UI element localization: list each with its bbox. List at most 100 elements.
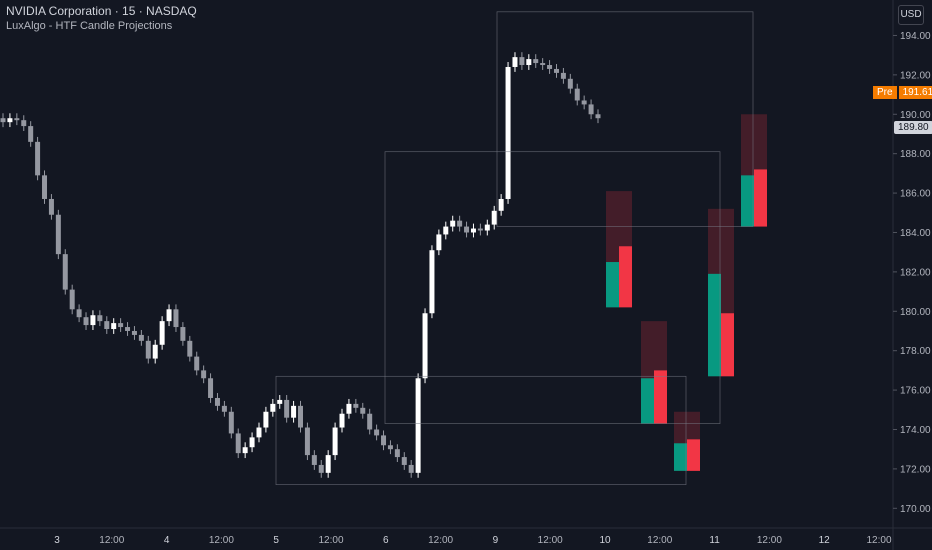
price-candle-70 — [484, 224, 490, 231]
price-candle-52 — [360, 407, 366, 414]
price-candle-55 — [381, 435, 387, 446]
price-candle-79 — [547, 65, 553, 69]
price-candle-18 — [125, 327, 131, 331]
price-candle-23 — [159, 321, 165, 345]
chart-title: NVIDIA Corporation · 15 · NASDAQ — [6, 4, 197, 18]
price-candle-69 — [477, 228, 483, 231]
price-candle-61 — [422, 313, 428, 379]
y-tick-label-6: 182.00 — [900, 267, 931, 278]
premarket-label: Pre — [873, 86, 897, 99]
price-candle-31 — [214, 397, 220, 406]
price-candle-45 — [311, 455, 317, 465]
price-candle-65 — [450, 220, 456, 227]
price-candle-75 — [519, 57, 525, 66]
price-candle-25 — [173, 309, 179, 328]
price-candle-72 — [498, 198, 504, 211]
price-candle-62 — [429, 250, 435, 314]
price-candle-50 — [346, 403, 352, 414]
price-candle-85 — [588, 104, 594, 115]
price-candle-78 — [540, 63, 546, 66]
x-tick-label-9: 12:00 — [538, 535, 563, 546]
price-candle-19 — [131, 330, 137, 335]
x-tick-label-12: 11 — [709, 535, 720, 546]
price-candle-44 — [304, 427, 310, 456]
price-candle-21 — [145, 340, 151, 359]
y-tick-label-7: 184.00 — [900, 228, 931, 239]
htf-range-box-0 — [496, 11, 754, 227]
htf-bear-projection-0 — [619, 246, 632, 308]
y-tick-label-10: 190.00 — [900, 110, 931, 121]
price-candle-24 — [166, 309, 172, 322]
y-tick-label-1: 172.00 — [900, 464, 931, 475]
htf-bull-projection-0 — [606, 262, 619, 308]
x-tick-label-13: 12:00 — [757, 535, 782, 546]
y-tick-label-5: 180.00 — [900, 307, 931, 318]
price-candle-20 — [138, 334, 144, 341]
htf-bull-projection-3 — [708, 273, 721, 377]
x-tick-label-6: 6 — [383, 535, 389, 546]
x-tick-label-10: 10 — [599, 535, 611, 546]
price-candle-4 — [28, 126, 34, 142]
price-candle-34 — [235, 433, 241, 454]
last-price-tag: 189.80 — [894, 121, 932, 134]
price-candle-77 — [533, 59, 539, 64]
price-candle-54 — [374, 429, 380, 436]
price-candle-48 — [332, 427, 338, 456]
price-candle-76 — [526, 59, 532, 66]
price-candle-28 — [194, 356, 200, 371]
price-candle-38 — [263, 411, 269, 428]
htf-range-box-1 — [275, 375, 687, 486]
price-candle-46 — [318, 464, 324, 473]
price-candle-81 — [560, 72, 566, 79]
premarket-value: 191.61 — [898, 86, 932, 99]
price-candle-1 — [7, 118, 13, 123]
price-candle-29 — [201, 370, 207, 379]
price-candle-63 — [436, 234, 442, 251]
x-tick-label-4: 5 — [273, 535, 279, 546]
price-candle-30 — [208, 378, 214, 398]
htf-bear-projection-3 — [721, 313, 734, 377]
price-candle-26 — [180, 327, 186, 341]
price-candle-84 — [581, 100, 587, 105]
price-candle-22 — [152, 344, 158, 359]
price-candle-68 — [470, 228, 476, 233]
x-tick-label-5: 12:00 — [318, 535, 343, 546]
x-tick-label-7: 12:00 — [428, 535, 453, 546]
htf-range-box-2 — [384, 151, 721, 424]
y-tick-label-4: 178.00 — [900, 346, 931, 357]
price-candle-57 — [394, 449, 400, 458]
x-tick-label-3: 12:00 — [209, 535, 234, 546]
x-tick-label-1: 12:00 — [99, 535, 124, 546]
price-candle-9 — [62, 254, 68, 290]
price-candle-8 — [55, 214, 61, 255]
price-candle-2 — [14, 118, 20, 121]
currency-button[interactable]: USD — [898, 5, 924, 25]
price-candle-10 — [69, 289, 75, 310]
x-tick-label-0: 3 — [54, 535, 60, 546]
price-candle-56 — [387, 445, 393, 450]
price-candle-47 — [325, 455, 331, 473]
y-tick-label-11: 192.00 — [900, 70, 931, 81]
price-candle-37 — [256, 427, 262, 438]
htf-bear-projection-1 — [654, 370, 667, 424]
price-candle-35 — [242, 447, 248, 454]
price-candle-67 — [464, 226, 470, 233]
price-candle-32 — [221, 405, 227, 412]
price-candle-64 — [443, 226, 449, 235]
price-candle-59 — [408, 464, 414, 473]
htf-bull-projection-2 — [674, 443, 687, 471]
y-tick-label-8: 186.00 — [900, 189, 931, 200]
price-candle-13 — [90, 315, 96, 326]
price-candle-27 — [187, 340, 193, 357]
price-candle-5 — [35, 141, 41, 176]
price-candle-14 — [97, 315, 103, 322]
price-candle-71 — [491, 210, 497, 225]
price-candle-36 — [249, 437, 255, 448]
price-candle-80 — [553, 68, 559, 73]
price-candle-16 — [111, 323, 117, 330]
y-tick-label-0: 170.00 — [900, 504, 931, 515]
price-candle-49 — [339, 413, 345, 428]
price-candle-74 — [512, 57, 518, 67]
x-tick-label-15: 12:00 — [866, 535, 891, 546]
